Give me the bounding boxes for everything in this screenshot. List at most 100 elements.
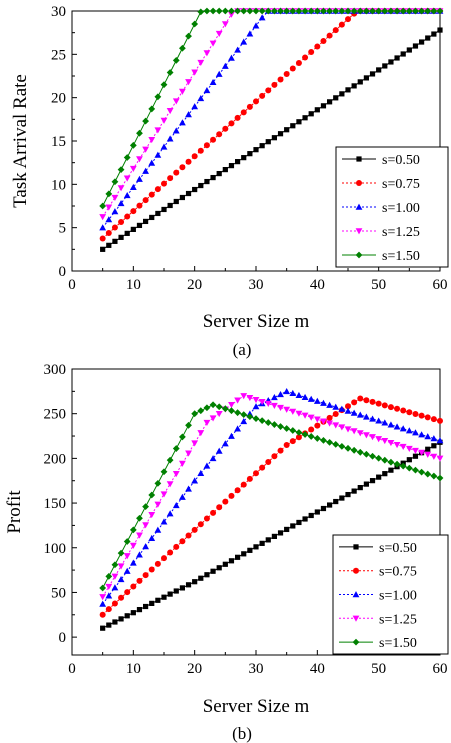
data-point xyxy=(345,87,351,93)
legend-label: s=1.50 xyxy=(382,249,420,264)
data-point xyxy=(241,551,247,557)
data-point xyxy=(326,32,333,39)
data-point xyxy=(142,503,149,511)
data-point xyxy=(203,419,211,427)
data-point xyxy=(191,526,198,533)
data-point xyxy=(277,530,284,536)
data-point xyxy=(106,242,112,248)
data-point xyxy=(430,472,438,480)
x-tick-label: 60 xyxy=(433,277,448,293)
data-point xyxy=(118,234,124,240)
data-point xyxy=(136,577,143,584)
data-point xyxy=(283,441,290,448)
data-point xyxy=(424,470,432,478)
legend-marker xyxy=(353,567,359,574)
data-point xyxy=(246,7,254,15)
data-point xyxy=(154,127,162,134)
data-point xyxy=(313,397,321,404)
data-point xyxy=(252,397,260,404)
data-point xyxy=(112,238,118,244)
data-point xyxy=(160,518,168,525)
data-point xyxy=(418,449,425,456)
x-tick-label: 60 xyxy=(433,661,448,677)
data-point xyxy=(228,54,235,61)
legend-marker xyxy=(356,180,362,186)
data-point xyxy=(221,62,229,69)
data-point xyxy=(284,526,290,533)
data-point xyxy=(215,410,223,418)
data-point xyxy=(247,547,253,553)
data-point xyxy=(203,142,210,149)
legend-label: s=0.50 xyxy=(382,153,420,168)
data-point xyxy=(173,588,179,594)
data-point xyxy=(215,447,223,454)
data-point xyxy=(332,403,340,410)
data-point xyxy=(148,105,156,113)
y-tick-label: 150 xyxy=(44,496,67,512)
data-point xyxy=(301,412,309,419)
data-point xyxy=(240,417,248,425)
data-point xyxy=(388,59,394,65)
data-point xyxy=(271,394,278,401)
data-point xyxy=(369,398,376,405)
data-point xyxy=(252,7,260,15)
y-tick-label: 10 xyxy=(51,177,66,193)
data-point xyxy=(259,92,266,99)
data-point xyxy=(240,7,248,15)
data-point xyxy=(123,567,131,574)
data-point xyxy=(118,616,124,622)
data-point xyxy=(105,204,113,211)
data-point xyxy=(209,40,217,47)
data-point xyxy=(111,600,118,607)
data-point xyxy=(295,429,303,436)
data-point xyxy=(332,422,340,429)
data-point xyxy=(295,410,303,417)
y-tick-label: 25 xyxy=(51,47,66,63)
data-point xyxy=(338,442,346,450)
data-point xyxy=(105,572,113,580)
data-point xyxy=(412,410,419,417)
data-point xyxy=(129,559,137,566)
series-s=0.50 xyxy=(100,27,443,252)
data-point xyxy=(111,194,119,201)
data-point xyxy=(117,166,125,173)
data-point xyxy=(320,418,327,425)
data-point xyxy=(228,7,235,15)
y-tick-label: 0 xyxy=(59,630,67,646)
data-point xyxy=(431,31,437,37)
data-point xyxy=(258,14,266,21)
series-s=0.50 xyxy=(100,439,443,631)
data-point xyxy=(436,474,444,482)
data-point xyxy=(332,410,339,417)
data-point xyxy=(136,222,143,229)
data-point xyxy=(382,471,388,477)
data-point xyxy=(179,164,186,171)
data-point xyxy=(258,417,266,424)
data-point xyxy=(320,38,327,45)
data-point xyxy=(326,7,333,15)
data-point xyxy=(295,391,303,398)
data-point xyxy=(142,167,149,174)
data-point xyxy=(105,592,113,599)
data-point xyxy=(387,7,395,15)
data-point xyxy=(172,57,180,64)
data-point xyxy=(307,414,315,421)
data-point xyxy=(136,606,143,613)
data-point xyxy=(99,611,106,618)
data-point xyxy=(376,474,382,480)
data-point xyxy=(221,21,229,28)
data-point xyxy=(167,175,174,182)
data-point xyxy=(382,63,388,69)
data-point xyxy=(356,411,364,418)
data-point xyxy=(381,7,389,15)
data-point xyxy=(271,135,277,141)
x-tick-label: 30 xyxy=(249,661,264,677)
data-point xyxy=(418,431,425,438)
data-point xyxy=(221,405,229,413)
data-point xyxy=(123,553,131,560)
data-point xyxy=(381,419,389,426)
data-point xyxy=(210,568,216,574)
data-point xyxy=(424,433,432,440)
data-point xyxy=(215,7,223,15)
x-tick-label: 40 xyxy=(310,277,325,293)
